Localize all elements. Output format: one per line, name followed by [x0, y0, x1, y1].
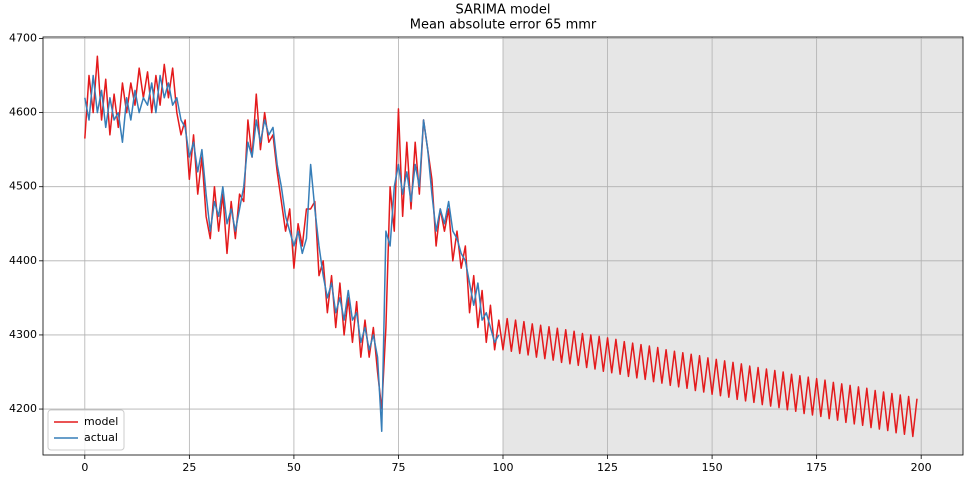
- x-tick-label: 150: [702, 461, 723, 474]
- y-tick-label: 4700: [9, 31, 37, 44]
- y-tick-label: 4600: [9, 106, 37, 119]
- y-tick-label: 4300: [9, 328, 37, 341]
- series-line: [84, 55, 918, 438]
- legend-label: actual: [84, 431, 118, 444]
- x-tick-label: 175: [806, 461, 827, 474]
- forecast-shade: [503, 37, 963, 455]
- plot-frame: [42, 36, 964, 456]
- y-tick-label: 4200: [9, 402, 37, 415]
- x-tick-label: 125: [597, 461, 618, 474]
- x-tick-label: 100: [493, 461, 514, 474]
- x-tick-label: 50: [287, 461, 301, 474]
- x-tick-label: 0: [81, 461, 88, 474]
- y-tick-label: 4500: [9, 180, 37, 193]
- legend-label: model: [84, 415, 118, 428]
- series-line: [84, 74, 500, 433]
- x-tick-label: 200: [911, 461, 932, 474]
- legend-box: [47, 409, 125, 451]
- chart-title: SARIMA model: [456, 3, 551, 18]
- chart-subtitle: Mean absolute error 65 mmr: [410, 18, 597, 33]
- x-tick-label: 75: [391, 461, 405, 474]
- x-tick-label: 25: [182, 461, 196, 474]
- y-tick-label: 4400: [9, 254, 37, 267]
- legend: model actual: [47, 409, 125, 451]
